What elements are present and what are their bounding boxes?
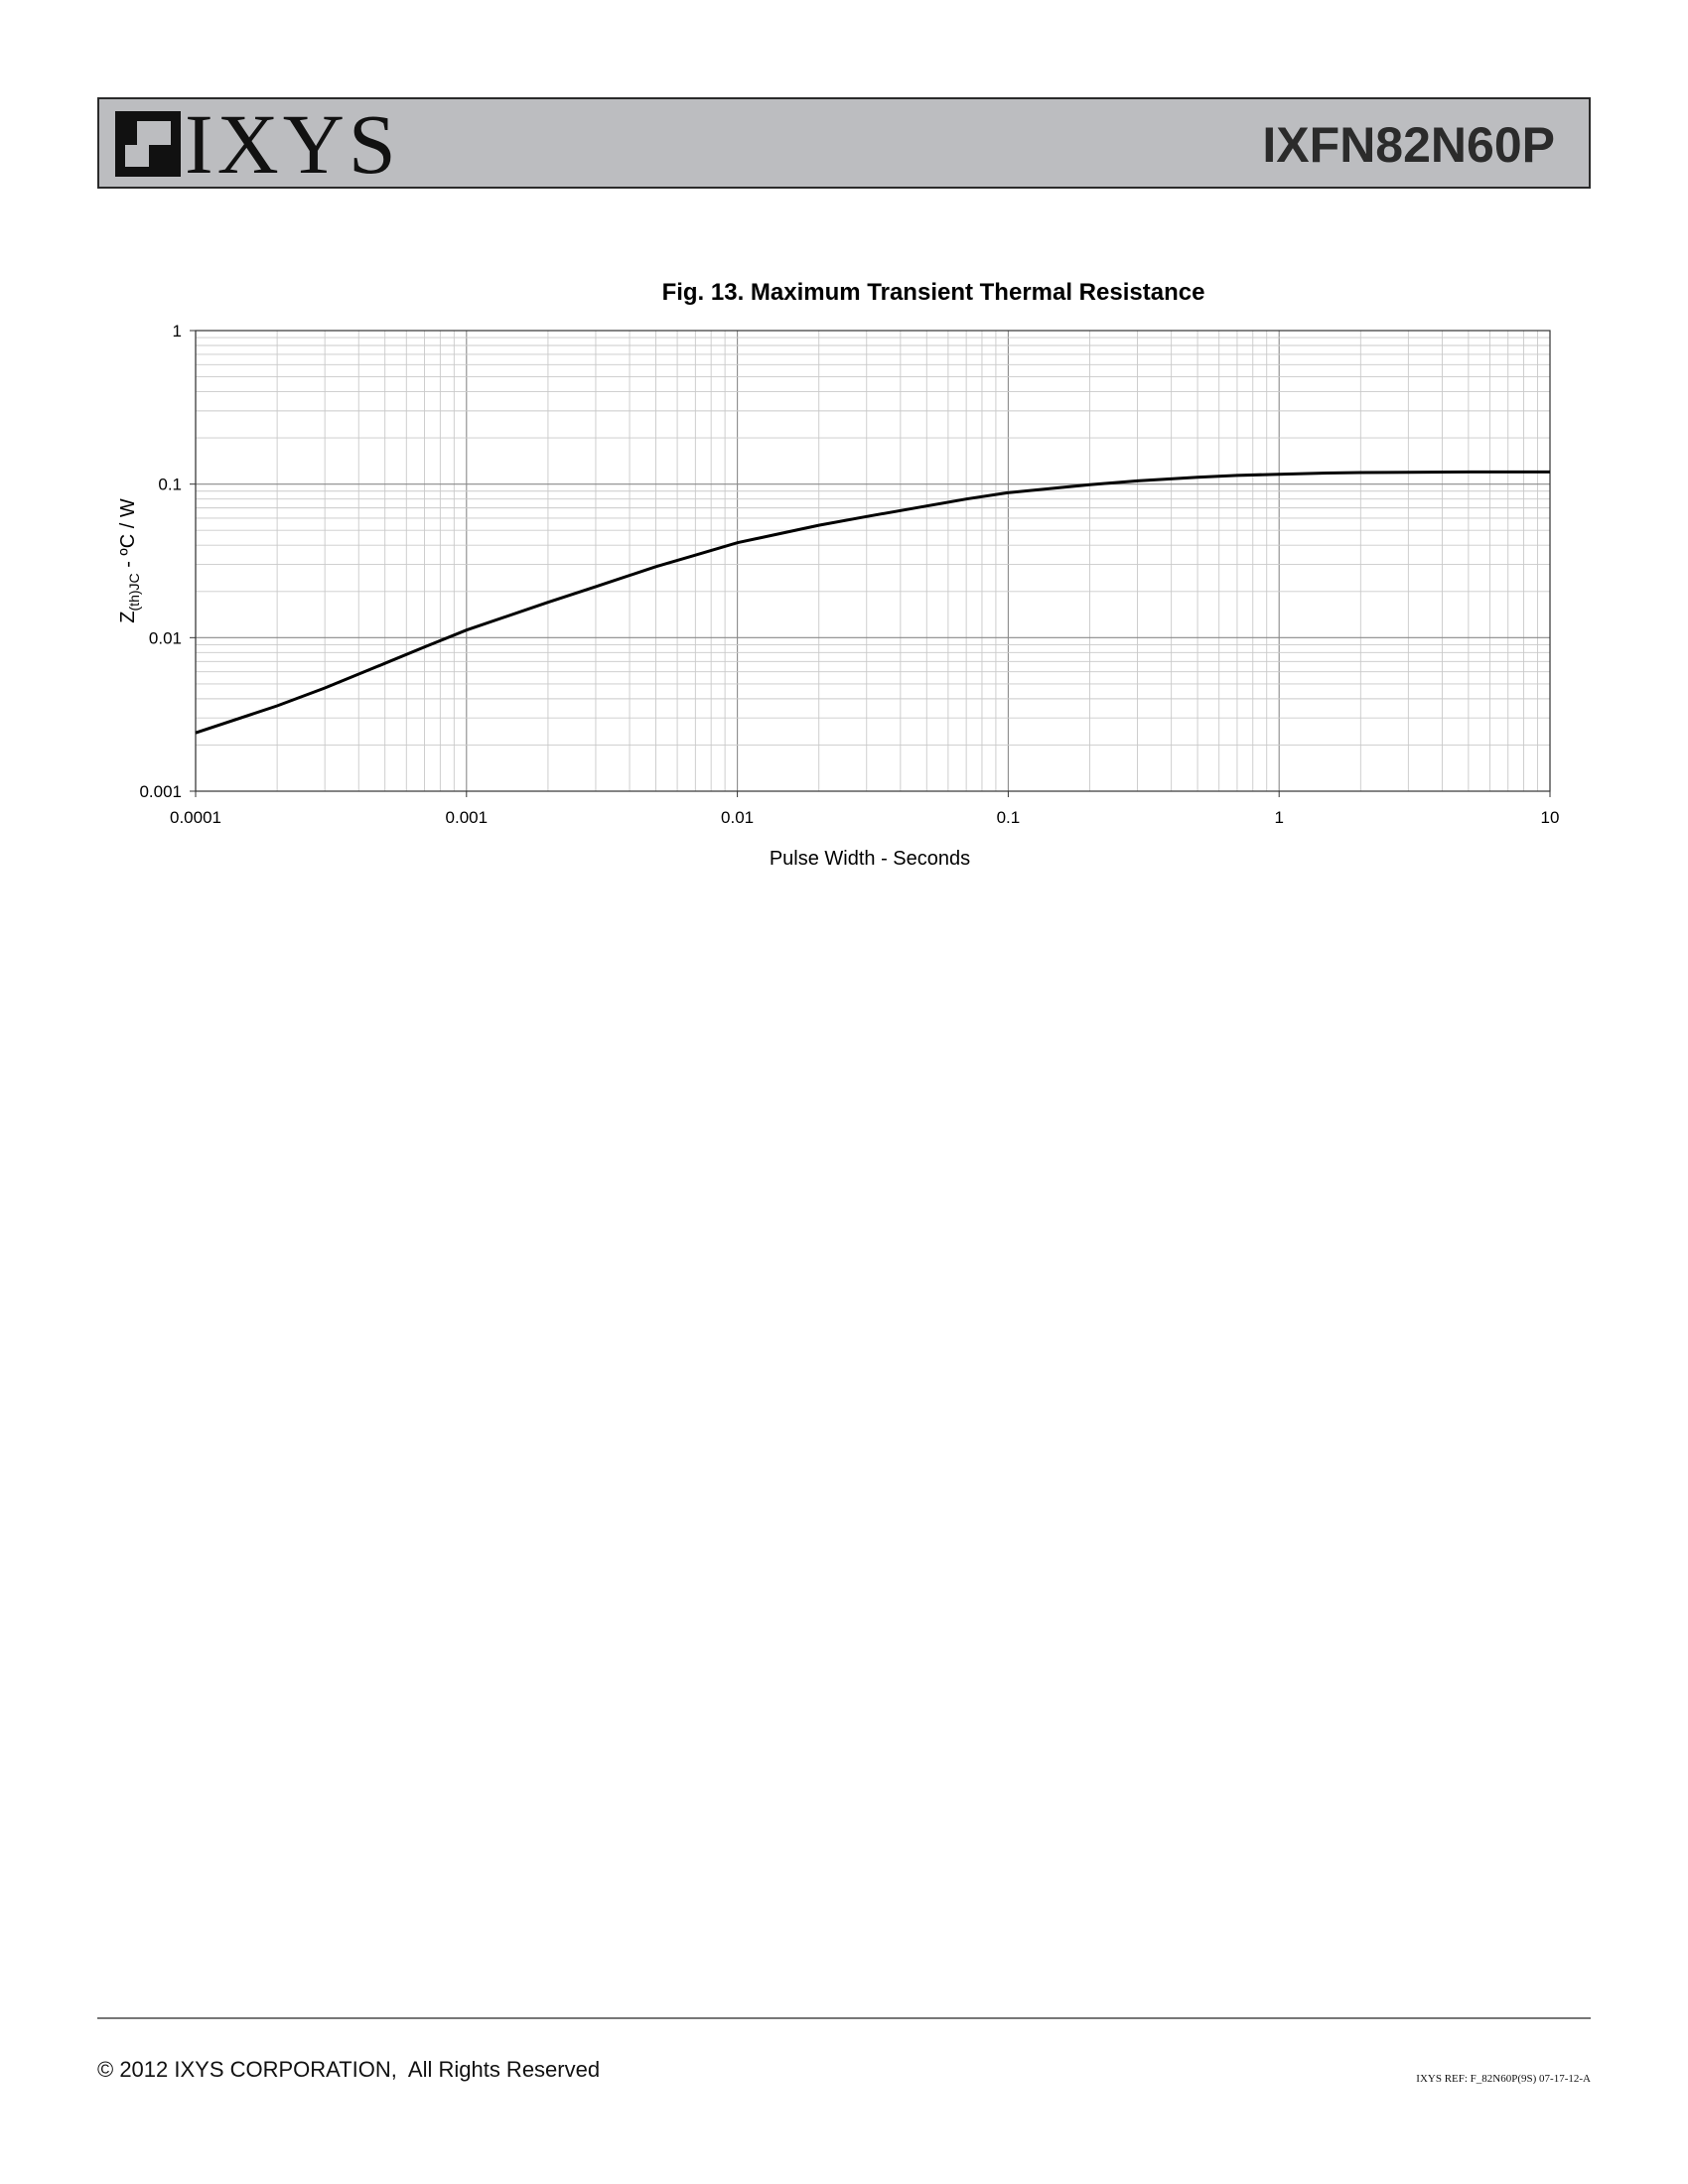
y-tick-label: 0.001	[139, 782, 182, 801]
y-axis-label-rest: - ºC / W	[117, 498, 139, 573]
x-tick-label: 0.001	[446, 808, 489, 827]
x-tick-label: 1	[1274, 808, 1283, 827]
x-tick-label: 10	[1541, 808, 1560, 827]
y-axis-label-main: Z	[117, 611, 139, 622]
plot-frame	[195, 330, 1551, 792]
x-tick-label: 0.0001	[170, 808, 221, 827]
header-banner: IXYS IXFN82N60P	[97, 97, 1591, 189]
series-line	[195, 470, 1550, 735]
chart-title: Fig. 13. Maximum Transient Thermal Resis…	[662, 279, 1205, 306]
tick-labels: 0.0001 0.001 0.01 0.1 1 10 0.001 0.01 0.1 1	[139, 322, 1559, 827]
x-tick-label: 0.01	[721, 808, 754, 827]
copyright-notice: © 2012 IXYS CORPORATION, All Rights Rese…	[97, 2057, 601, 2082]
y-tick-label: 1	[173, 322, 182, 341]
y-axis-label: Z(th)JC - ºC / W	[117, 498, 142, 623]
y-tick-label: 0.01	[149, 628, 182, 647]
footer-divider	[97, 2017, 1591, 2019]
ixys-logo: IXYS	[115, 96, 400, 192]
chart-svg: Fig. 13. Maximum Transient Thermal Resis…	[117, 279, 1559, 870]
grid-lines	[195, 331, 1550, 792]
document-reference: IXYS REF: F_82N60P(9S) 07-17-12-A	[1416, 2073, 1591, 2085]
y-tick-label: 0.1	[158, 476, 182, 494]
x-axis-label: Pulse Width - Seconds	[770, 848, 970, 870]
y-axis-label-sub: (th)JC	[126, 573, 142, 611]
x-tick-label: 0.1	[997, 808, 1021, 827]
thermal-resistance-chart: Fig. 13. Maximum Transient Thermal Resis…	[0, 258, 1688, 893]
part-number: IXFN82N60P	[1262, 117, 1555, 173]
logo-text: IXYS	[185, 96, 400, 192]
ixys-logo-mark-icon	[115, 111, 181, 177]
